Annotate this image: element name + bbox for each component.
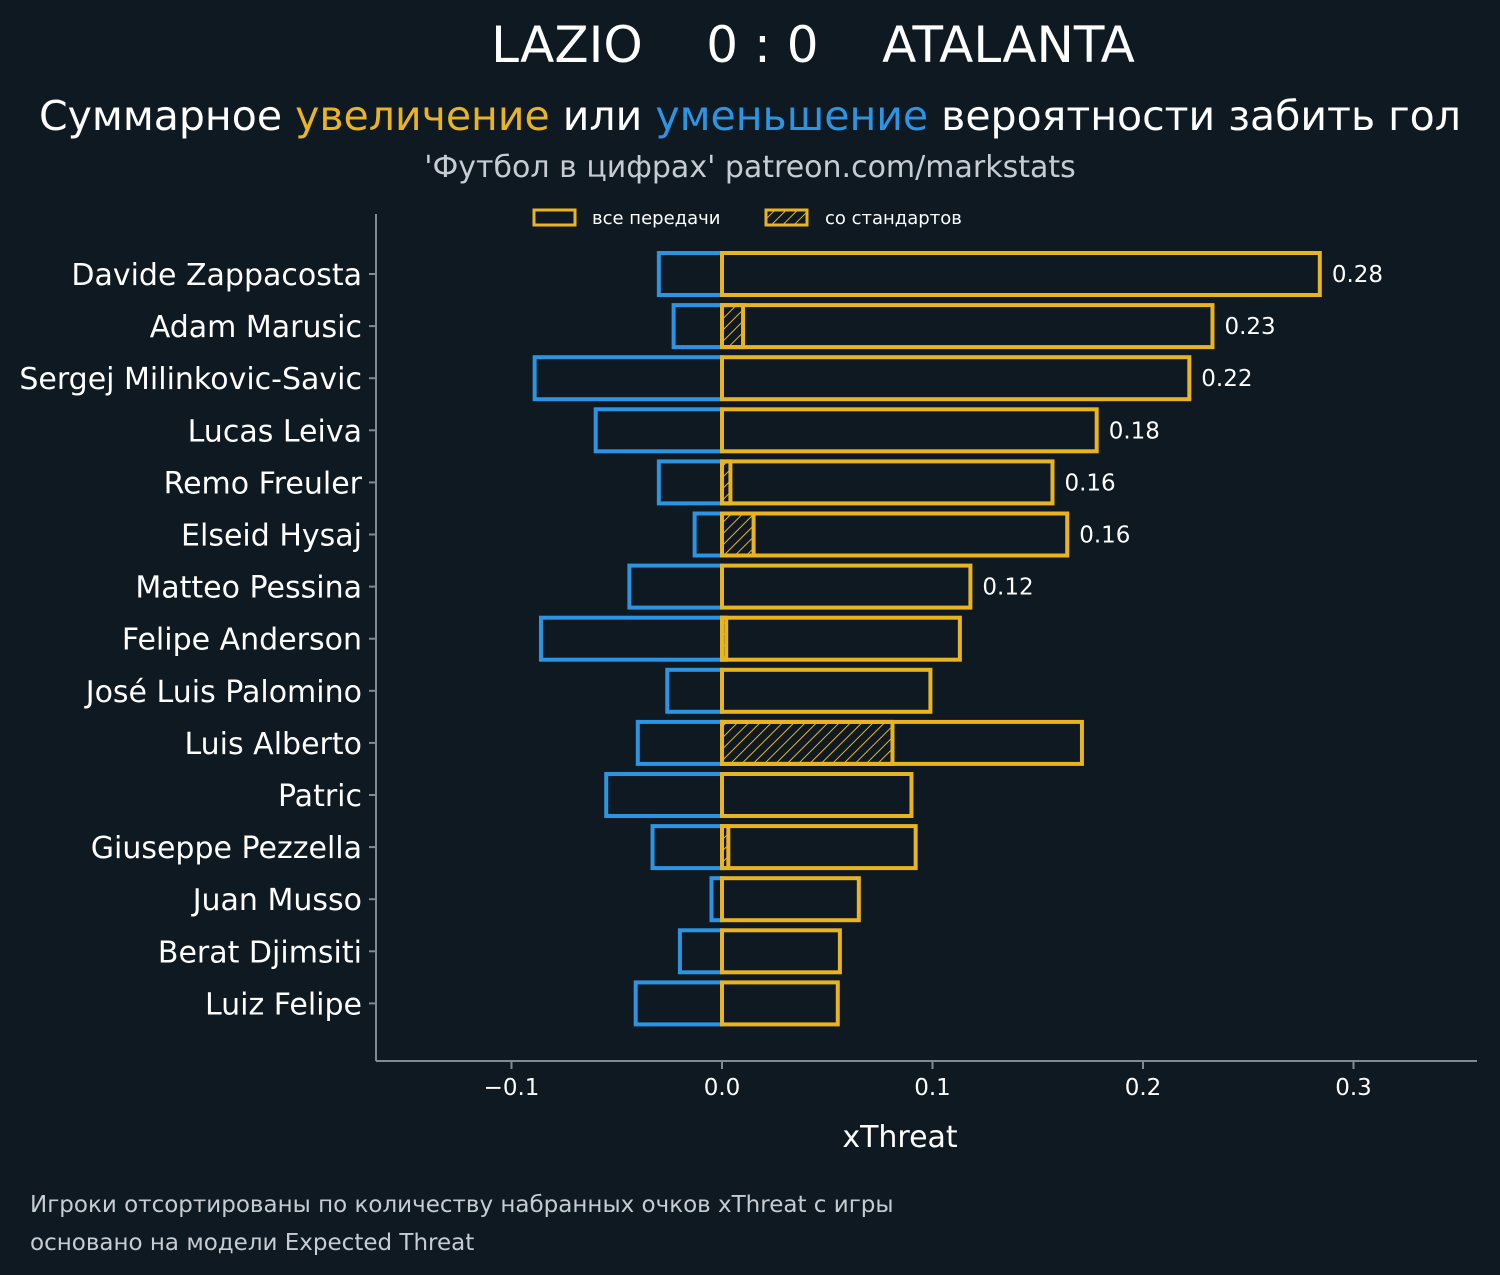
bar-increase: [720, 980, 840, 1027]
player-label: Lucas Leiva: [188, 414, 362, 449]
bar-increase: [720, 407, 1099, 454]
bar-value-label: 0.16: [1079, 523, 1130, 549]
bar-decrease: [627, 563, 725, 610]
player-label: Juan Musso: [191, 883, 362, 918]
bar-value-label: 0.28: [1332, 262, 1383, 288]
legend-label-all-passes: все передачи: [592, 208, 720, 229]
chart-legend: все передачи со стандартов: [532, 208, 962, 229]
player-label: Elseid Hysaj: [181, 519, 362, 554]
player-label: Luiz Felipe: [205, 987, 362, 1022]
bar-increase: [720, 772, 914, 818]
bar-value-label: 0.18: [1109, 418, 1160, 444]
bar-decrease: [677, 928, 725, 975]
bar-decrease: [665, 667, 725, 714]
x-tick-label: 0.2: [1125, 1075, 1162, 1101]
bar-increase: [720, 251, 1322, 297]
bar-value-label: 0.16: [1064, 470, 1115, 496]
bar-decrease: [538, 615, 724, 662]
player-label: Patric: [278, 779, 362, 814]
player-label: Luis Alberto: [184, 727, 362, 762]
bar-increase: [720, 563, 973, 610]
bar-set-piece: [720, 511, 756, 558]
player-label: Berat Djimsiti: [158, 935, 362, 970]
subtitle-decrease: уменьшение: [655, 92, 929, 140]
bar-decrease: [650, 824, 724, 871]
player-label: Matteo Pessina: [135, 571, 362, 606]
subtitle-part3: вероятности забить гол: [928, 92, 1461, 140]
player-label: Davide Zappacosta: [71, 258, 362, 293]
chart-source: 'Футбол в цифрах' patreon.com/markstats: [424, 150, 1076, 185]
bar-increase: [720, 615, 962, 662]
bar-increase: [720, 928, 842, 975]
bar-set-piece: [720, 719, 895, 766]
x-tick-label: 0.3: [1335, 1075, 1372, 1101]
chart-footnote: Игроки отсортированы по количеству набра…: [30, 1186, 894, 1262]
chart-title: LAZIO 0 : 0 ATALANTA: [491, 16, 1135, 74]
legend-swatch-set-pieces: [764, 208, 809, 227]
bar-increase: [720, 667, 933, 714]
bar-decrease: [656, 251, 724, 297]
player-label: Remo Freuler: [164, 466, 363, 501]
x-tick-label: 0.1: [914, 1075, 951, 1101]
player-label: Sergej Milinkovic-Savic: [19, 362, 362, 397]
subtitle-increase: увеличение: [295, 92, 550, 140]
bar-increase: [720, 459, 1055, 506]
bar-decrease: [671, 303, 725, 350]
player-label: Adam Marusic: [150, 310, 362, 345]
bar-value-label: 0.22: [1201, 366, 1252, 392]
x-tick-label: −0.1: [484, 1075, 540, 1101]
bar-set-piece: [720, 303, 746, 350]
bar-decrease: [593, 407, 725, 454]
footnote-line1: Игроки отсортированы по количеству набра…: [30, 1192, 894, 1218]
subtitle-part2: или: [549, 92, 656, 140]
bar-set-piece: [720, 824, 731, 871]
subtitle-part1: Суммарное: [39, 92, 296, 140]
bar-decrease: [532, 355, 725, 402]
bar-increase: [720, 355, 1192, 402]
player-label: Felipe Anderson: [122, 623, 362, 658]
bar-decrease: [604, 772, 724, 818]
bar-increase: [720, 511, 1070, 558]
footnote-line2: основано на модели Expected Threat: [30, 1230, 475, 1256]
bar-increase: [720, 824, 918, 871]
legend-label-set-pieces: со стандартов: [825, 208, 962, 229]
bar-increase: [720, 303, 1215, 350]
bar-set-piece: [720, 615, 729, 662]
bar-decrease: [656, 459, 724, 506]
player-label: Giuseppe Pezzella: [91, 831, 362, 866]
x-axis-label: xThreat: [842, 1120, 958, 1155]
x-tick-label: 0.0: [704, 1075, 741, 1101]
bar-value-label: 0.12: [982, 575, 1033, 601]
bar-value-label: 0.23: [1224, 314, 1275, 340]
bar-decrease: [635, 719, 724, 766]
bar-set-piece: [720, 459, 733, 506]
bar-decrease: [633, 980, 725, 1027]
chart-subtitle: Суммарное увеличение или уменьшение веро…: [0, 92, 1500, 140]
player-label: José Luis Palomino: [84, 675, 362, 710]
bar-increase: [720, 876, 861, 923]
chart-bars: 0.28 0.23 0.22 0.18 0.16 0.16 0.12: [532, 251, 1383, 1027]
chart-axes: −0.1 0.0 0.1 0.2 0.3 Davide Zappacosta Adam Ma…: [19, 214, 1477, 1101]
bar-decrease: [692, 511, 725, 558]
legend-swatch-all-passes: [532, 208, 577, 227]
